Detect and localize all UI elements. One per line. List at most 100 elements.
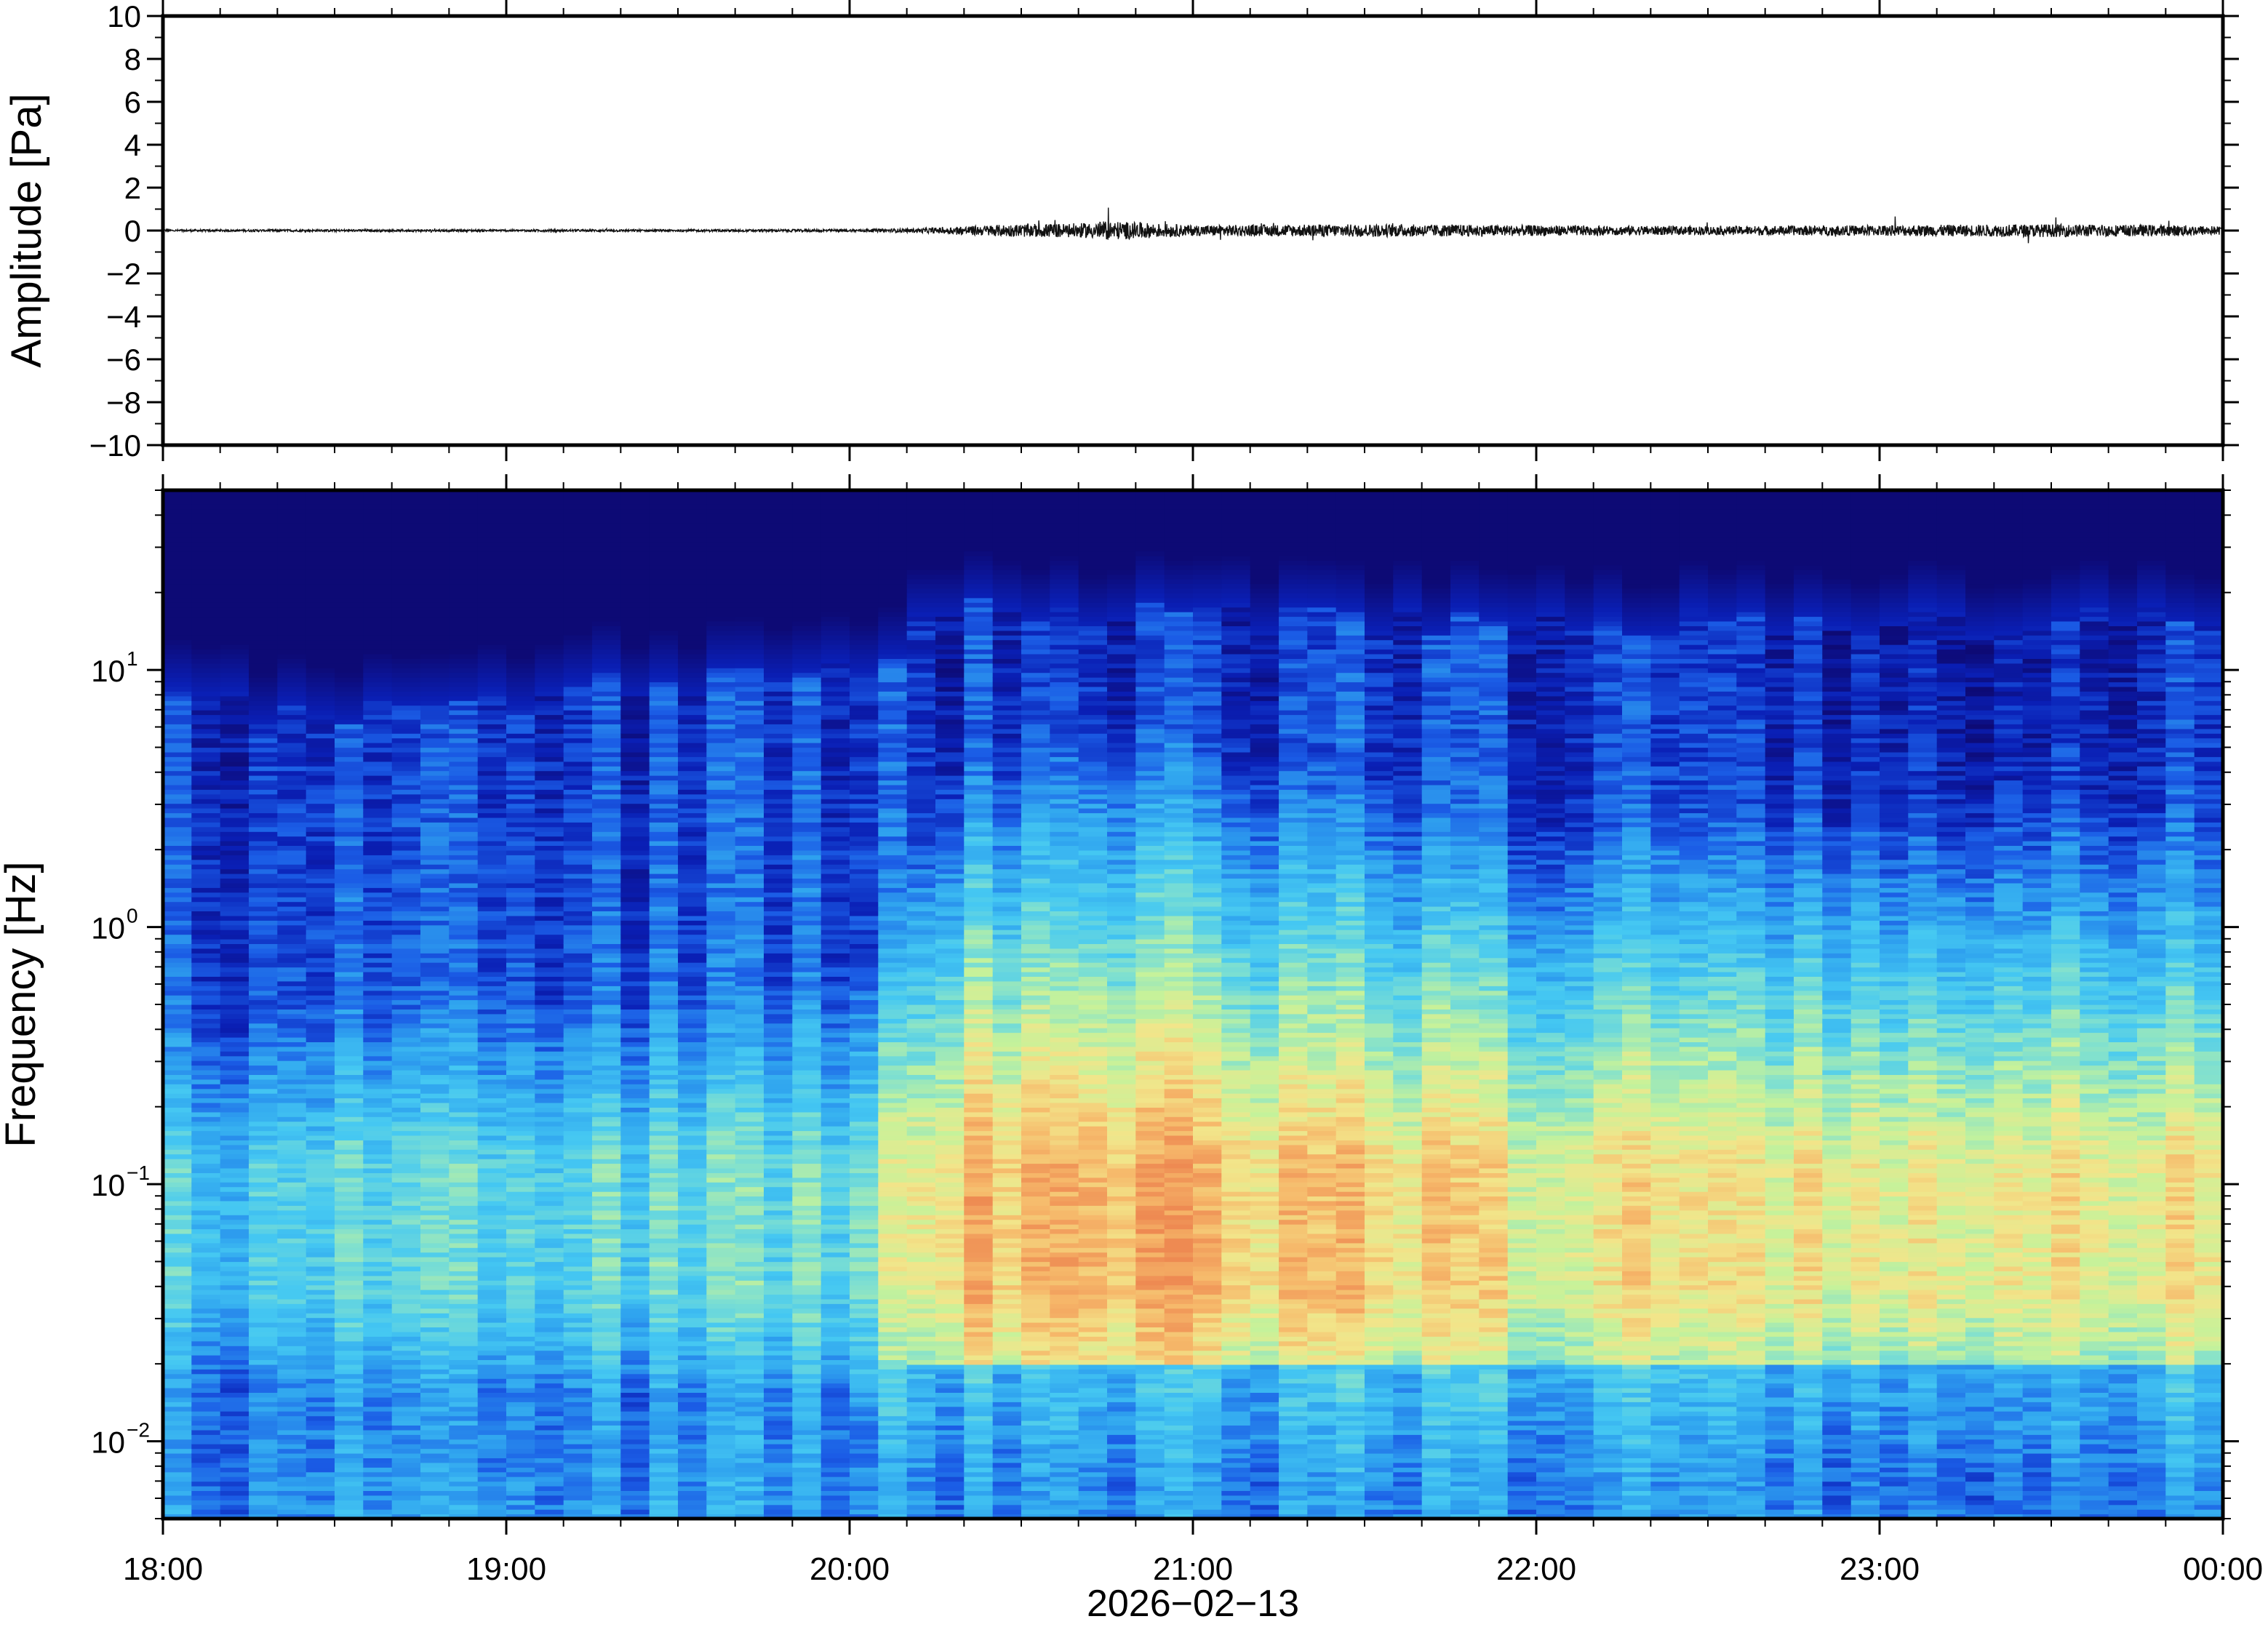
spectrogram-cell xyxy=(735,1295,764,1300)
spectrogram-cell xyxy=(478,883,507,888)
spectrogram-cell xyxy=(306,1262,335,1267)
spectrogram-cell xyxy=(163,527,192,532)
spectrogram-cell xyxy=(335,1407,364,1412)
spectrogram-cell xyxy=(449,1196,478,1202)
spectrogram-cell xyxy=(678,1495,707,1500)
spectrogram-cell xyxy=(620,906,650,911)
spectrogram-cell xyxy=(650,967,679,972)
spectrogram-cell xyxy=(592,551,621,556)
spectrogram-cell xyxy=(420,1234,450,1239)
spectrogram-cell xyxy=(706,743,735,748)
spectrogram-cell xyxy=(306,869,335,874)
spectrogram-cell xyxy=(535,1023,564,1028)
spectrogram-cell xyxy=(420,976,450,981)
spectrogram-cell xyxy=(650,1164,679,1169)
spectrogram-cell xyxy=(220,808,249,813)
spectrogram-cell xyxy=(249,575,278,580)
spectrogram-cell xyxy=(706,1332,735,1337)
spectrogram-cell xyxy=(392,1145,421,1150)
spectrogram-cell xyxy=(678,1276,707,1281)
spectrogram-cell xyxy=(706,673,735,678)
spectrogram-cell xyxy=(564,897,593,902)
spectrogram-cell xyxy=(706,1023,735,1028)
spectrogram-cell xyxy=(564,1490,593,1495)
spectrogram-cell xyxy=(249,879,278,884)
spectrogram-cell xyxy=(220,1084,249,1089)
spectrogram-cell xyxy=(420,962,450,967)
spectrogram-cell xyxy=(506,584,535,589)
spectrogram-cell xyxy=(650,532,679,537)
spectrogram-cell xyxy=(620,953,650,958)
spectrogram-cell xyxy=(564,1140,593,1145)
spectrogram-cell xyxy=(392,1355,421,1360)
spectrogram-cell xyxy=(564,1182,593,1187)
spectrogram-cell xyxy=(420,644,450,649)
spectrogram-cell xyxy=(592,560,621,565)
spectrogram-cell xyxy=(392,879,421,884)
spectrogram-cell xyxy=(564,780,593,785)
spectrogram-cell xyxy=(478,495,507,500)
spectrogram-cell xyxy=(564,1234,593,1239)
spectrogram-cell xyxy=(564,920,593,925)
spectrogram-cell xyxy=(420,560,450,565)
spectrogram-cell xyxy=(191,551,220,556)
spectrogram-cell xyxy=(277,542,306,547)
spectrogram-cell xyxy=(220,551,249,556)
spectrogram-cell xyxy=(420,1336,450,1341)
spectrogram-cell xyxy=(478,1327,507,1332)
spectrogram-cell xyxy=(449,827,478,832)
spectrogram-cell xyxy=(592,1262,621,1267)
spectrogram-cell xyxy=(449,1276,478,1281)
spectrogram-cell xyxy=(249,930,278,935)
spectrogram-cell xyxy=(678,1252,707,1258)
spectrogram-cell xyxy=(506,1308,535,1314)
spectrogram-cell xyxy=(678,588,707,593)
spectrogram-cell xyxy=(478,1140,507,1145)
spectrogram-cell xyxy=(735,818,764,823)
spectrogram-cell xyxy=(277,874,306,879)
spectrogram-cell xyxy=(564,986,593,991)
spectrogram-cell xyxy=(163,967,192,972)
spectrogram-cell xyxy=(592,527,621,532)
spectrogram-cell xyxy=(191,1009,220,1014)
spectrogram-cell xyxy=(506,958,535,963)
spectrogram-cell xyxy=(277,691,306,696)
spectrogram-cell xyxy=(592,649,621,655)
spectrogram-cell xyxy=(535,855,564,860)
spectrogram-cell xyxy=(392,948,421,954)
spectrogram-cell xyxy=(506,1276,535,1281)
spectrogram-cell xyxy=(478,527,507,532)
spectrogram-cell xyxy=(706,715,735,720)
spectrogram-cell xyxy=(306,1145,335,1150)
spectrogram-cell xyxy=(163,705,192,711)
spectrogram-cell xyxy=(764,1509,793,1514)
spectrogram-cell xyxy=(335,1295,364,1300)
spectrogram-cell xyxy=(163,785,192,790)
spectrogram-cell xyxy=(564,700,593,705)
spectrogram-cell xyxy=(764,1336,793,1341)
spectrogram-cell xyxy=(650,808,679,813)
spectrogram-cell xyxy=(535,729,564,734)
spectrogram-cell xyxy=(191,1159,220,1164)
spectrogram-cell xyxy=(392,1135,421,1140)
spectrogram-cell xyxy=(592,902,621,907)
spectrogram-cell xyxy=(420,874,450,879)
spectrogram-cell xyxy=(335,1383,364,1388)
spectrogram-cell xyxy=(335,733,364,738)
spectrogram-cell xyxy=(449,869,478,874)
spectrogram-cell xyxy=(449,1407,478,1412)
spectrogram-cell xyxy=(392,1122,421,1127)
spectrogram-cell xyxy=(535,1313,564,1318)
spectrogram-cell xyxy=(650,887,679,892)
spectrogram-cell xyxy=(764,869,793,874)
spectrogram-cell xyxy=(535,869,564,874)
spectrogram-cell xyxy=(420,1509,450,1514)
spectrogram-cell xyxy=(706,513,735,519)
spectrogram-cell xyxy=(535,621,564,626)
spectrogram-cell xyxy=(249,902,278,907)
spectrogram-cell xyxy=(564,1369,593,1374)
spectrogram-cell xyxy=(620,1116,650,1122)
spectrogram-cell xyxy=(592,612,621,617)
spectrogram-cell xyxy=(249,1131,278,1136)
spectrogram-cell xyxy=(392,822,421,827)
